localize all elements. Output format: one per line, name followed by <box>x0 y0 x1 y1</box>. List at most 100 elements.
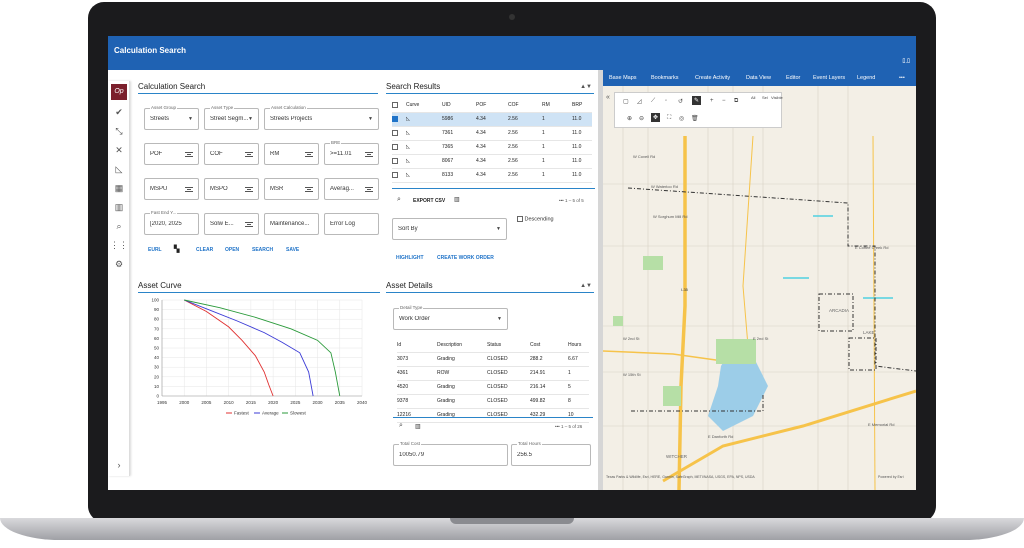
table-row[interactable]: 9378 Grading CLOSED 499.82 8 <box>397 394 589 409</box>
descending-toggle[interactable]: Descending <box>517 216 554 222</box>
row-checkbox[interactable] <box>392 171 398 178</box>
open-button[interactable]: OPEN <box>225 247 240 253</box>
save-button[interactable]: SAVE <box>286 247 300 253</box>
fast-end-year-filter[interactable]: Fast End Y... [2020, 2025 <box>144 210 199 235</box>
table-row[interactable]: ◺ 5986 4.34 2.56 1 11.0 <box>392 112 592 127</box>
grid-icon[interactable]: ⋮⋮ <box>110 240 128 250</box>
row-checkbox[interactable] <box>392 129 398 136</box>
full-extent-icon[interactable]: ⛶ <box>667 115 672 121</box>
nav-editor[interactable]: Editor <box>786 75 801 81</box>
dropdown-arrow-icon: ▼ <box>497 316 502 322</box>
collapse-panel-icon[interactable]: « <box>606 94 610 101</box>
select-point-icon[interactable]: ◦ <box>665 98 668 104</box>
laptop-base <box>0 518 1024 540</box>
table-row[interactable]: ◺ 8067 4.34 2.56 1 11.0 <box>392 154 592 169</box>
nav-base-maps[interactable]: Base Maps <box>609 75 637 81</box>
columns-icon[interactable]: ▥ <box>415 424 421 430</box>
zoom-out-icon[interactable]: ⊖ <box>639 116 645 122</box>
nav-bookmarks[interactable]: Bookmarks <box>651 75 679 81</box>
curve-icon[interactable]: ◺ <box>406 140 442 155</box>
asset-calculation-select[interactable]: Asset Calculation Streets Projects ▼ <box>264 105 379 130</box>
map-icon[interactable]: ▚ <box>174 246 180 253</box>
detail-type-select[interactable]: Detail Type Work Order ▼ <box>393 305 508 330</box>
cof-filter[interactable]: COF <box>204 143 259 165</box>
rm-filter[interactable]: RM <box>264 143 319 165</box>
search-button[interactable]: SEARCH <box>252 247 274 253</box>
solw-end-filter[interactable]: Solw E... <box>204 213 259 235</box>
all-toggle[interactable]: All <box>751 95 756 100</box>
panel-splitter[interactable] <box>598 70 603 490</box>
select-rect-icon[interactable]: ▢ <box>623 99 629 105</box>
mspu-filter[interactable]: MSPU <box>144 178 199 200</box>
table-row[interactable]: 3073 Grading CLOSED 288.2 6.67 <box>397 352 589 367</box>
zoom-minus-icon[interactable]: − <box>722 98 726 104</box>
row-checkbox[interactable] <box>392 157 398 164</box>
nav-more-icon[interactable]: ••• <box>899 75 905 81</box>
trash-icon[interactable]: 🗑 <box>691 116 699 122</box>
asset-type-select[interactable]: Asset Type Street Segm... ▼ <box>204 105 259 130</box>
bre-filter[interactable]: BRE >=11.01 <box>324 140 379 165</box>
error-log-field[interactable]: Error Log <box>324 213 379 235</box>
map-canvas[interactable]: W Waterloo Rd W Sorghum Mill Rd W Covell… <box>603 86 916 490</box>
descending-checkbox[interactable] <box>517 216 523 222</box>
app-screen: Calculation Search ﾛ.ﾛ Op ✔ ⤡ ✕ ◺ ▦ ▥ ⌕ … <box>108 36 916 490</box>
table-row[interactable]: ◺ 8133 4.34 2.56 1 11.0 <box>392 168 592 183</box>
average-filter[interactable]: Averag... <box>324 178 379 200</box>
table-row[interactable]: 4361 ROW CLOSED 214.91 1 <box>397 366 589 381</box>
pan-icon[interactable]: ✥ <box>651 113 661 122</box>
clear-button[interactable]: CLEAR <box>196 247 214 253</box>
search-icon[interactable]: ⌕ <box>116 221 122 231</box>
highlight-button[interactable]: HIGHLIGHT <box>396 255 424 261</box>
nav-create-activity[interactable]: Create Activity <box>695 75 731 81</box>
nav-data-view[interactable]: Data View <box>746 75 771 81</box>
ruler-icon[interactable]: ◺ <box>115 164 123 174</box>
table-row[interactable]: ◺ 7361 4.34 2.56 1 11.0 <box>392 126 592 141</box>
curve-icon[interactable]: ◺ <box>406 168 442 183</box>
undo-icon[interactable]: ↺ <box>678 99 684 105</box>
expand-chevron-icon[interactable]: › <box>117 459 121 470</box>
total-cost-field[interactable]: Total Cost 10050.79 <box>393 441 508 466</box>
visible-toggle[interactable]: Visible <box>771 95 783 100</box>
asset-curve-header: Asset Curve <box>138 279 380 293</box>
expand-icon[interactable]: ▲▼ <box>580 283 592 289</box>
search-icon[interactable]: ⌕ <box>397 196 401 203</box>
search-icon[interactable]: ⌕ <box>399 422 403 429</box>
select-line-icon[interactable]: ⟋ <box>651 98 656 104</box>
create-work-order-button[interactable]: CREATE WORK ORDER <box>437 255 494 261</box>
eurl-button[interactable]: EURL <box>148 247 162 253</box>
zoom-plus-icon[interactable]: + <box>710 98 714 104</box>
pof-filter[interactable]: POF <box>144 143 199 165</box>
columns-icon[interactable]: ▥ <box>454 197 460 203</box>
curve-icon[interactable]: ◺ <box>406 126 442 141</box>
zoom-in-icon[interactable]: ⊕ <box>627 116 633 122</box>
collapse-icon[interactable]: ⤡ <box>115 126 123 136</box>
table-row[interactable]: 4520 Grading CLOSED 216.14 5 <box>397 380 589 395</box>
msr-filter[interactable]: MSR <box>264 178 319 200</box>
table-row[interactable]: 12216 Grading CLOSED 432.29 10 <box>397 408 589 423</box>
select-all-checkbox[interactable] <box>392 101 398 108</box>
wrench-icon[interactable]: ✕ <box>115 145 123 155</box>
select-polygon-icon[interactable]: ◿ <box>637 99 642 105</box>
row-checkbox[interactable] <box>392 115 398 122</box>
row-checkbox[interactable] <box>392 143 398 150</box>
bar-chart-icon[interactable]: ▥ <box>114 202 124 212</box>
sel-toggle[interactable]: Sel <box>762 95 768 100</box>
nav-legend[interactable]: Legend <box>857 75 876 81</box>
locate-icon[interactable]: ◎ <box>679 116 685 122</box>
calculator-icon[interactable]: ▦ <box>114 183 124 193</box>
nav-event-layers[interactable]: Event Layers <box>813 75 846 81</box>
gear-icon[interactable]: ⚙ <box>114 259 124 269</box>
curve-icon[interactable]: ◺ <box>406 154 442 169</box>
expand-icon[interactable]: ▲▼ <box>580 84 592 90</box>
sort-by-select[interactable]: Sort By ▼ <box>392 218 507 240</box>
asset-group-select[interactable]: Asset Group Streets ▼ <box>144 105 199 130</box>
layers-icon[interactable]: ⧉ <box>734 98 739 104</box>
curve-icon[interactable]: ◺ <box>406 112 442 127</box>
total-hours-field[interactable]: Total Hours 256.5 <box>511 441 591 466</box>
maintenance-filter[interactable]: Maintenance... <box>264 213 319 235</box>
edit-active-icon[interactable]: ✎ <box>692 96 702 105</box>
check-icon[interactable]: ✔ <box>115 107 123 117</box>
table-row[interactable]: ◺ 7365 4.34 2.56 1 11.0 <box>392 140 592 155</box>
mspo-filter[interactable]: MSPO <box>204 178 259 200</box>
export-csv-button[interactable]: EXPORT CSV <box>413 198 446 204</box>
